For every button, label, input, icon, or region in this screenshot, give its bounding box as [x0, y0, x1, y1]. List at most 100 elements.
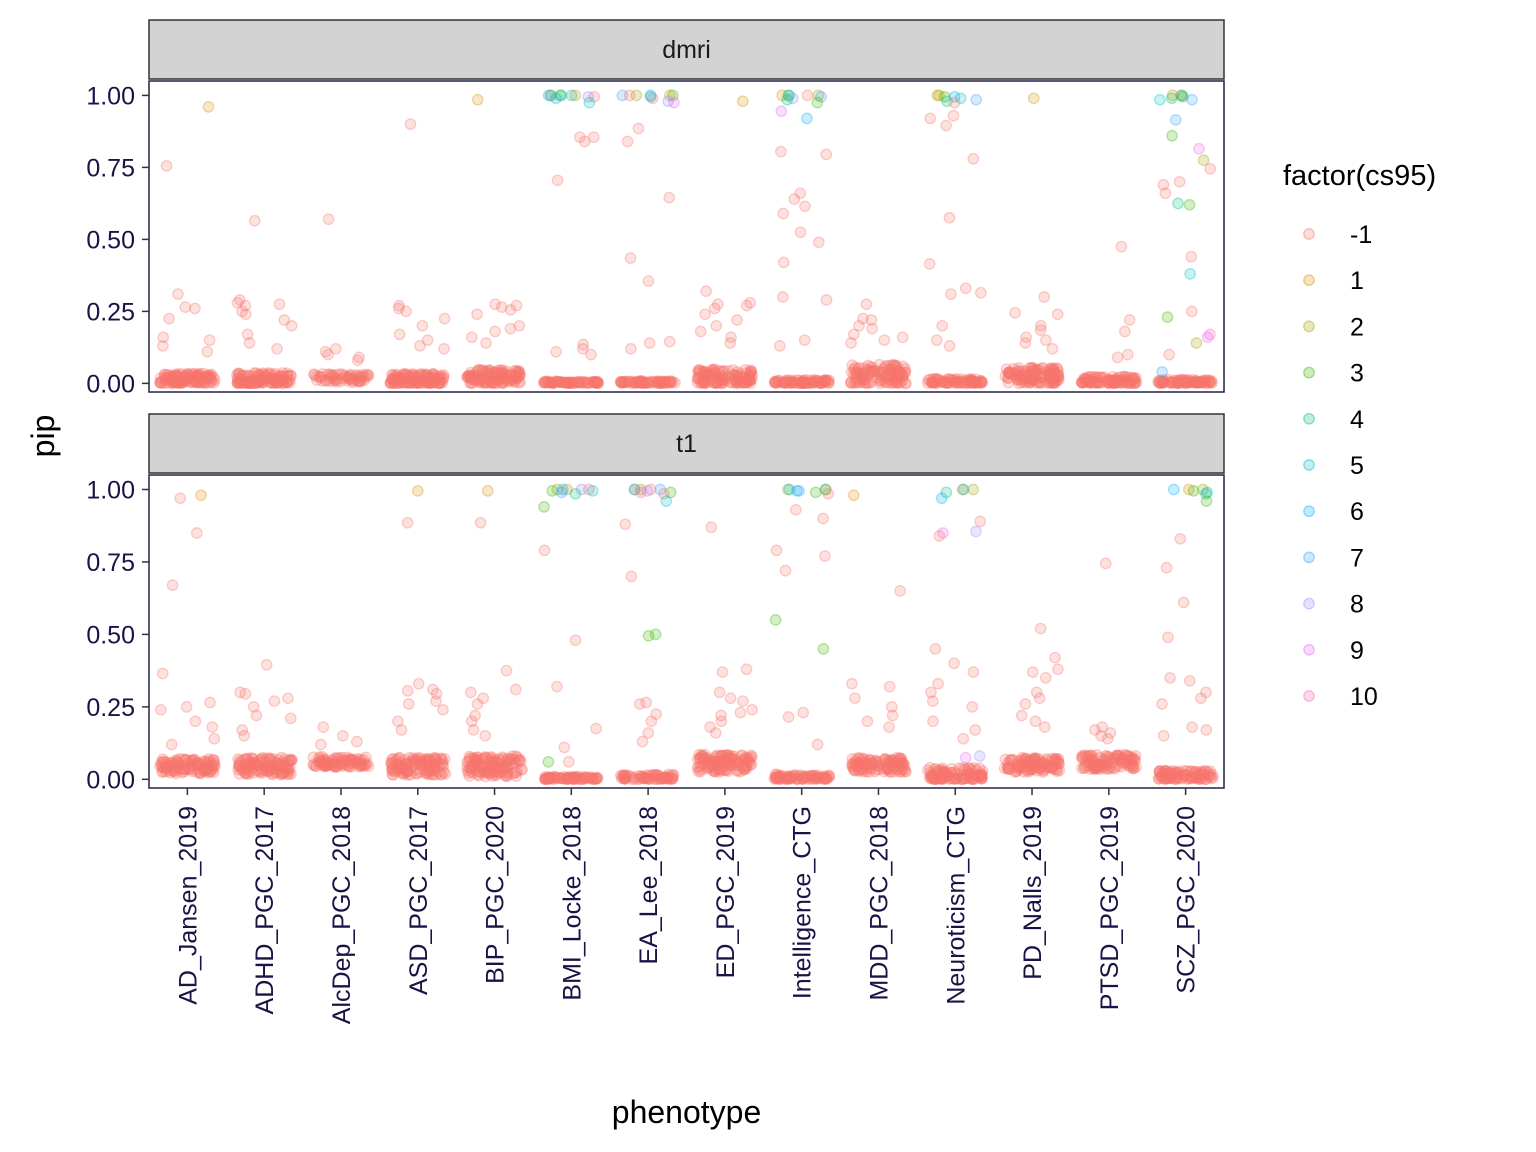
y-tick-label: 0.00	[86, 766, 135, 794]
data-point	[1119, 325, 1131, 338]
data-point	[575, 376, 587, 389]
data-point	[354, 375, 367, 388]
data-point	[430, 372, 443, 384]
data-point	[234, 370, 247, 382]
data-point	[789, 503, 802, 516]
data-point	[724, 692, 737, 705]
data-point	[632, 122, 645, 135]
data-point	[967, 483, 980, 496]
data-point	[415, 367, 427, 380]
data-point	[392, 373, 405, 385]
data-point	[1027, 92, 1040, 105]
data-point	[1154, 377, 1167, 389]
data-point	[1156, 698, 1168, 710]
data-point	[708, 302, 721, 315]
data-point	[266, 371, 279, 384]
data-point	[1185, 305, 1198, 318]
data-point	[642, 275, 655, 287]
data-point	[722, 370, 734, 383]
data-point	[191, 371, 204, 384]
data-point	[974, 286, 987, 299]
data-point	[467, 724, 480, 736]
data-point	[180, 373, 193, 386]
data-point	[411, 371, 424, 384]
data-point	[237, 372, 249, 385]
data-point	[495, 377, 508, 389]
data-point	[1123, 314, 1136, 326]
data-point	[154, 760, 166, 772]
data-point	[255, 374, 268, 387]
data-point	[180, 368, 193, 381]
data-point	[970, 93, 983, 106]
data-point	[253, 368, 266, 381]
y-axis-title: pip	[25, 415, 61, 458]
data-point	[1159, 187, 1172, 200]
data-point	[930, 334, 943, 347]
data-point	[156, 667, 169, 680]
data-point	[817, 512, 829, 525]
data-point	[1164, 672, 1176, 684]
data-point	[405, 376, 418, 389]
data-point	[769, 614, 782, 626]
data-point	[630, 376, 642, 389]
data-point	[391, 370, 403, 383]
data-point	[243, 337, 256, 349]
data-point	[394, 377, 407, 389]
data-point	[233, 367, 246, 380]
data-point	[436, 373, 448, 386]
data-point	[424, 371, 436, 384]
data-point	[1173, 175, 1186, 188]
data-point	[503, 755, 516, 767]
legend-key	[1303, 690, 1315, 702]
data-point	[278, 376, 291, 388]
data-point	[330, 368, 343, 381]
data-point	[250, 371, 263, 384]
data-point	[785, 770, 798, 782]
data-point	[163, 312, 175, 325]
data-point	[283, 374, 296, 386]
data-point	[1121, 348, 1134, 361]
data-point	[265, 373, 278, 385]
data-point	[861, 715, 874, 728]
data-point	[1201, 331, 1214, 344]
data-point	[1195, 692, 1207, 705]
legend-label: 8	[1350, 591, 1364, 619]
data-point	[172, 376, 185, 389]
data-point	[194, 373, 206, 386]
data-point	[817, 643, 830, 655]
data-point	[155, 376, 168, 389]
data-point	[414, 340, 426, 352]
data-point	[779, 564, 792, 577]
data-point	[206, 721, 219, 733]
data-point	[330, 375, 343, 388]
data-point	[395, 724, 408, 736]
data-point	[350, 370, 363, 382]
x-tick-label: MDD_PGC_2018	[866, 806, 894, 1001]
data-point	[1162, 631, 1174, 644]
data-point	[154, 372, 167, 384]
data-point	[590, 722, 602, 735]
data-point	[798, 334, 811, 347]
data-point	[336, 368, 349, 381]
data-point	[433, 376, 446, 389]
x-tick-label: ED_PGC_2019	[712, 806, 740, 978]
data-point	[384, 376, 397, 389]
data-point	[269, 367, 282, 380]
data-point	[254, 376, 266, 389]
data-point	[192, 372, 205, 385]
data-point	[184, 376, 197, 389]
data-point	[310, 374, 323, 386]
data-point	[247, 377, 260, 389]
data-point	[633, 698, 646, 710]
data-point	[174, 377, 187, 389]
data-point	[386, 373, 399, 386]
data-point	[326, 368, 339, 381]
data-point	[393, 376, 406, 389]
data-point	[845, 337, 857, 349]
data-point	[165, 370, 178, 382]
data-point	[321, 368, 334, 381]
data-point	[694, 325, 707, 338]
data-point	[284, 369, 297, 382]
data-point	[279, 370, 291, 383]
data-point	[231, 372, 244, 385]
